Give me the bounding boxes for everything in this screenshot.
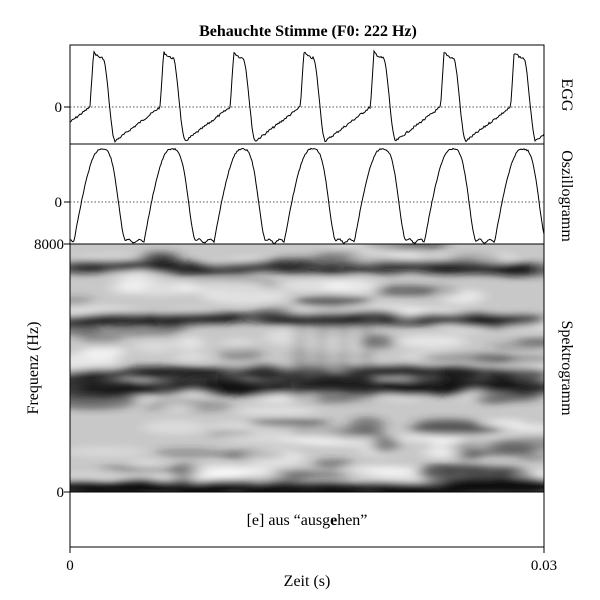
spectrogram-dark-band [485,314,544,327]
chart-title: Behauchte Stimme (F0: 222 Hz) [199,23,417,40]
spectrogram-dark-patch [286,471,353,479]
spectrogram-light-patch [330,244,402,251]
egg-waveform [69,49,545,143]
spectrogram-dark-patch [153,448,222,458]
spectrogram-light-patch [235,406,318,416]
spectrogram-dark-patch [219,345,263,363]
spectrogram-dark-patch [248,418,330,427]
spectrogram-dark-patch [70,295,94,307]
oscillogram-waveform [69,147,545,245]
spectrogram-dark-band [484,378,544,394]
spectrogram-panel: 8000 0 Frequenz (Hz) Spektrogramm [25,237,575,501]
spectrogram-dark-patch [312,458,355,469]
spectrogram-dark-band [223,380,283,397]
y-tick-label-8000: 8000 [34,237,64,253]
spectrogram-dark-band [488,367,544,381]
spectrogram-light-patch [70,353,120,371]
spectrogram-light-patch [508,424,544,432]
spectrogram-striation [338,312,350,405]
spectrogram-striation [316,312,328,405]
oscillogram-panel-label: Oszillogramm [558,150,575,242]
spectrogram-dark-band [432,377,481,393]
spectrogram-light-patch [359,471,409,485]
spectrogram-light-patch [174,336,205,351]
spectrogram-light-patch [323,278,378,295]
spectrogram-dark-patch [371,435,401,454]
spectrogram-dark-patch [488,436,544,451]
segment-caption: [e] aus “ausgehen” [247,512,368,529]
y-tick-label-0: 0 [57,485,65,501]
x-axis-label: Zeit (s) [284,573,331,590]
spectrogram-light-patch [70,472,135,480]
caption-suffix: hen” [337,512,367,529]
oscillogram-panel: 0 Oszillogramm [55,143,575,245]
frequency-axis-label: Frequenz (Hz) [25,322,42,415]
spectrogram-dark-patch [416,285,461,297]
x-tick-label-0: 0 [66,558,74,574]
spectrogram-dark-patch [408,423,502,437]
spectrogram-light-patch [222,338,255,350]
egg-y-tick-label: 0 [55,100,63,116]
spectrogram-dark-band [318,262,364,277]
spectrogram-light-patch [142,420,206,435]
x-tick-label-003: 0.03 [531,558,557,574]
spectrogram-dark-band [489,479,544,492]
spectrogram-dark-band [492,262,538,277]
egg-panel: 0 EGG [55,44,575,145]
spectrogram-striation [360,312,372,405]
spectrogram-panel-label: Spektrogramm [558,320,575,416]
spectrogram-light-patch [396,335,467,348]
spectrogram-light-patch [485,419,526,427]
spectrogram-dark-patch [349,416,385,433]
caption-highlight: e [330,512,337,529]
spectrogram-light-patch [176,280,269,294]
egg-panel-label: EGG [558,79,575,112]
spectrogram-dark-patch [517,453,544,461]
spectrogram-dark-patch [454,451,484,460]
spectrogram-dark-band [254,368,305,384]
spectrogram-light-patch [174,352,209,362]
spectrogram-dark-patch [493,357,544,364]
spectrogram-light-patch [70,445,146,458]
spectrogram-dark-patch [489,341,544,351]
spectrogram-energy [70,244,544,492]
spectrogram-light-patch [246,448,305,467]
spectrogram-striation [294,312,306,405]
spectrogram-light-patch [134,339,175,354]
spectrogram-light-patch [210,467,280,483]
spectrogram-dark-patch [70,392,139,410]
spectrogram-light-patch [164,404,193,413]
spectrogram-light-patch [128,459,163,470]
caption-frame [69,491,545,548]
egg-frame [69,44,545,145]
caption-prefix: [e] aus “ausg [247,512,331,529]
spectrogram-dark-patch [294,294,371,308]
oscillogram-y-tick-label: 0 [55,195,63,211]
spectrogram-light-patch [385,434,471,443]
